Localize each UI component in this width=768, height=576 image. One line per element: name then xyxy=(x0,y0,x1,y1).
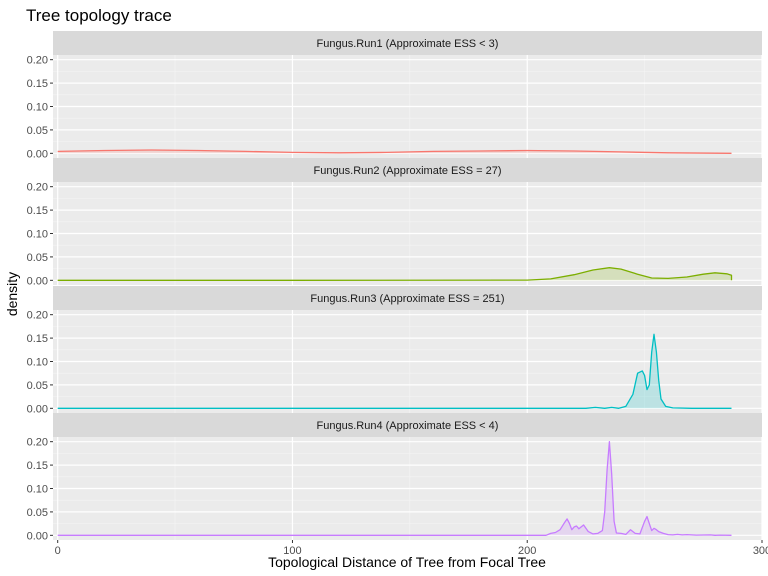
y-tick-label: 0.15 xyxy=(27,205,48,217)
facet-panel-2: Fungus.Run2 (Approximate ESS = 27) 0.00 0.… xyxy=(27,158,763,287)
y-tick-label: 0.05 xyxy=(27,125,48,137)
strip-label: Fungus.Run1 (Approximate ESS < 3) xyxy=(317,38,499,50)
x-axis-title: Topological Distance of Tree from Focal … xyxy=(268,554,546,570)
y-tick-label: 0.10 xyxy=(27,357,48,369)
y-tick-label: 0.20 xyxy=(27,182,48,194)
y-tick-label: 0.10 xyxy=(27,229,48,241)
y-tick-label: 0.00 xyxy=(27,403,48,415)
y-axis-title: density xyxy=(4,272,20,316)
facet-panel-1: Fungus.Run1 (Approximate ESS < 3) 0.00 0.0… xyxy=(27,31,763,160)
facet-panel-4: Fungus.Run4 (Approximate ESS < 4) 0.00 0.0… xyxy=(27,413,763,542)
facet-panels: Fungus.Run1 (Approximate ESS < 3) 0.00 0.0… xyxy=(27,31,763,542)
x-tick-label: 200 xyxy=(518,545,536,557)
strip-label: Fungus.Run2 (Approximate ESS = 27) xyxy=(313,165,501,177)
y-tick-label: 0.10 xyxy=(27,484,48,496)
density-line-Fungus.Run1 xyxy=(57,149,732,154)
chart-title: Tree topology trace xyxy=(26,6,172,25)
density-line-Fungus.Run3 xyxy=(57,333,732,409)
strip-background xyxy=(53,31,762,55)
y-tick-label: 0.00 xyxy=(27,275,48,287)
x-axis: 0 100 200 300 xyxy=(55,540,768,557)
y-tick-label: 0.15 xyxy=(27,333,48,345)
y-tick-label: 0.00 xyxy=(27,148,48,160)
strip-label: Fungus.Run4 (Approximate ESS < 4) xyxy=(317,420,499,432)
y-tick-label: 0.20 xyxy=(27,310,48,322)
strip-background xyxy=(53,158,762,182)
y-tick-label: 0.05 xyxy=(27,380,48,392)
x-tick-label: 0 xyxy=(55,545,61,557)
strip-label: Fungus.Run3 (Approximate ESS = 251) xyxy=(310,293,504,305)
y-tick-label: 0.20 xyxy=(27,55,48,67)
y-tick-label: 0.15 xyxy=(27,78,48,90)
density-line-Fungus.Run4 xyxy=(57,441,732,536)
y-tick-label: 0.10 xyxy=(27,102,48,114)
density-line-Fungus.Run2 xyxy=(57,267,733,281)
strip-background xyxy=(53,286,762,310)
x-tick-label: 100 xyxy=(283,545,301,557)
y-tick-label: 0.15 xyxy=(27,460,48,472)
facet-panel-3: Fungus.Run3 (Approximate ESS = 251) 0.00 0… xyxy=(27,286,763,415)
y-tick-label: 0.20 xyxy=(27,437,48,449)
strip-background xyxy=(53,413,762,437)
y-tick-label: 0.00 xyxy=(27,530,48,542)
y-tick-label: 0.05 xyxy=(27,252,48,264)
density-area-Fungus.Run1 xyxy=(57,150,732,154)
x-tick-label: 300 xyxy=(753,545,768,557)
y-tick-label: 0.05 xyxy=(27,507,48,519)
